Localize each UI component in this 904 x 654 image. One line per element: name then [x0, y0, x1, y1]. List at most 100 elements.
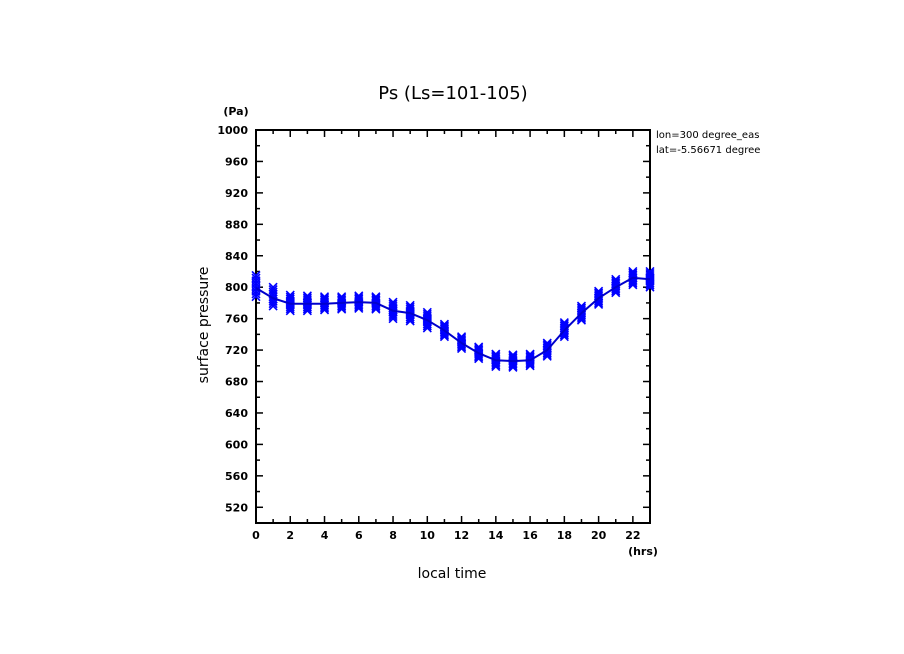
marker-stroke	[508, 351, 518, 361]
x-tick-label: 12	[454, 529, 469, 542]
marker-stroke	[354, 292, 364, 302]
y-tick-label: 760	[225, 313, 248, 326]
marker-stroke	[251, 270, 261, 280]
sample-marker	[611, 274, 621, 284]
sample-marker	[285, 292, 295, 302]
sample-marker	[559, 318, 569, 328]
sample-marker	[645, 266, 655, 277]
marker-stroke	[525, 349, 535, 359]
marker-stroke	[251, 273, 261, 283]
y-tick-label: 600	[225, 438, 248, 451]
marker-stroke	[388, 297, 398, 307]
x-tick-label: 20	[591, 529, 607, 542]
x-unit-label: (hrs)	[628, 545, 658, 558]
sample-marker	[491, 349, 501, 359]
x-tick-label: 2	[286, 529, 294, 542]
marker-stroke	[302, 295, 312, 305]
sample-marker	[405, 300, 415, 310]
annotation-lon: lon=300 degree_eas	[656, 130, 759, 141]
marker-stroke	[422, 307, 432, 317]
marker-stroke	[628, 270, 638, 280]
sample-marker	[594, 286, 604, 296]
marker-stroke	[542, 340, 552, 350]
marker-stroke	[508, 350, 518, 360]
marker-stroke	[542, 338, 552, 348]
sample-marker	[388, 299, 398, 309]
sample-marker	[354, 291, 364, 301]
marker-stroke	[405, 300, 415, 310]
y-tick-label: 680	[225, 376, 248, 389]
marker-stroke	[576, 305, 587, 315]
marker-stroke	[576, 303, 587, 313]
x-tick-label: 10	[420, 529, 436, 542]
plot-border	[255, 129, 651, 524]
sample-marker	[439, 319, 450, 329]
y-tick-label: 1000	[217, 124, 248, 137]
sample-marker	[611, 276, 621, 286]
annotation-lat: lat=-5.56671 degree	[656, 145, 760, 156]
y-tick-label: 560	[225, 470, 248, 483]
marker-stroke	[405, 302, 415, 312]
mean-series-line	[255, 276, 651, 363]
marker-stroke	[576, 301, 587, 311]
y-tick-label: 840	[225, 250, 248, 263]
marker-stroke	[337, 293, 347, 303]
x-tick-label: 0	[252, 529, 260, 542]
sample-marker	[628, 266, 638, 277]
x-tick-label: 16	[522, 529, 538, 542]
marker-stroke	[559, 319, 569, 329]
marker-stroke	[491, 349, 501, 359]
marker-stroke	[285, 292, 295, 302]
sample-marker	[508, 351, 518, 361]
sample-marker	[422, 309, 432, 319]
x-tick-label: 22	[625, 529, 640, 542]
marker-stroke	[645, 266, 655, 277]
x-tick-label: 14	[488, 529, 504, 542]
y-tick-label: 920	[225, 187, 248, 200]
y-tick-label: 640	[225, 407, 248, 420]
sample-marker	[542, 341, 552, 351]
marker-stroke	[285, 294, 295, 304]
chart-title: Ps (Ls=101-105)	[378, 83, 527, 104]
sample-marker	[337, 293, 347, 303]
marker-stroke	[611, 274, 621, 284]
marker-stroke	[594, 288, 604, 298]
sample-marker	[525, 349, 535, 359]
marker-stroke	[319, 293, 330, 303]
y-axis: 520 560 600 640 680 720 760 800 840 880 920 960 1000	[217, 124, 650, 514]
marker-stroke	[439, 319, 450, 329]
sample-marker	[302, 295, 312, 305]
marker-stroke	[628, 268, 638, 278]
sample-marker	[302, 291, 312, 301]
x-tick-label: 6	[355, 529, 363, 542]
y-tick-label: 960	[225, 155, 248, 168]
marker-stroke	[456, 332, 467, 342]
y-tick-label: 520	[225, 501, 248, 514]
sample-marker	[319, 293, 330, 303]
sample-marker	[285, 290, 295, 300]
sample-marker	[302, 293, 312, 303]
sample-marker	[251, 270, 261, 280]
y-tick-label: 800	[225, 281, 248, 294]
marker-stroke	[628, 266, 638, 277]
sample-marker	[645, 268, 655, 279]
y-axis-label: surface pressure	[196, 267, 212, 384]
x-tick-label: 4	[321, 529, 329, 542]
x-axis: 0 2 4 6 8 10 12 14 16 18 20 22	[252, 130, 641, 542]
marker-stroke	[456, 335, 467, 345]
marker-stroke	[559, 321, 569, 331]
marker-stroke	[371, 292, 381, 302]
marker-stroke	[525, 350, 535, 361]
marker-stroke	[371, 293, 381, 303]
sample-marker	[268, 282, 278, 292]
x-axis-label: local time	[418, 566, 487, 582]
marker-stroke	[611, 276, 621, 286]
marker-stroke	[285, 290, 295, 300]
sample-marker	[474, 342, 484, 352]
y-unit-label: (Pa)	[223, 105, 248, 118]
marker-stroke	[611, 278, 621, 288]
sample-marker	[251, 273, 261, 283]
sample-marker	[388, 297, 398, 307]
marker-stroke	[268, 284, 278, 295]
